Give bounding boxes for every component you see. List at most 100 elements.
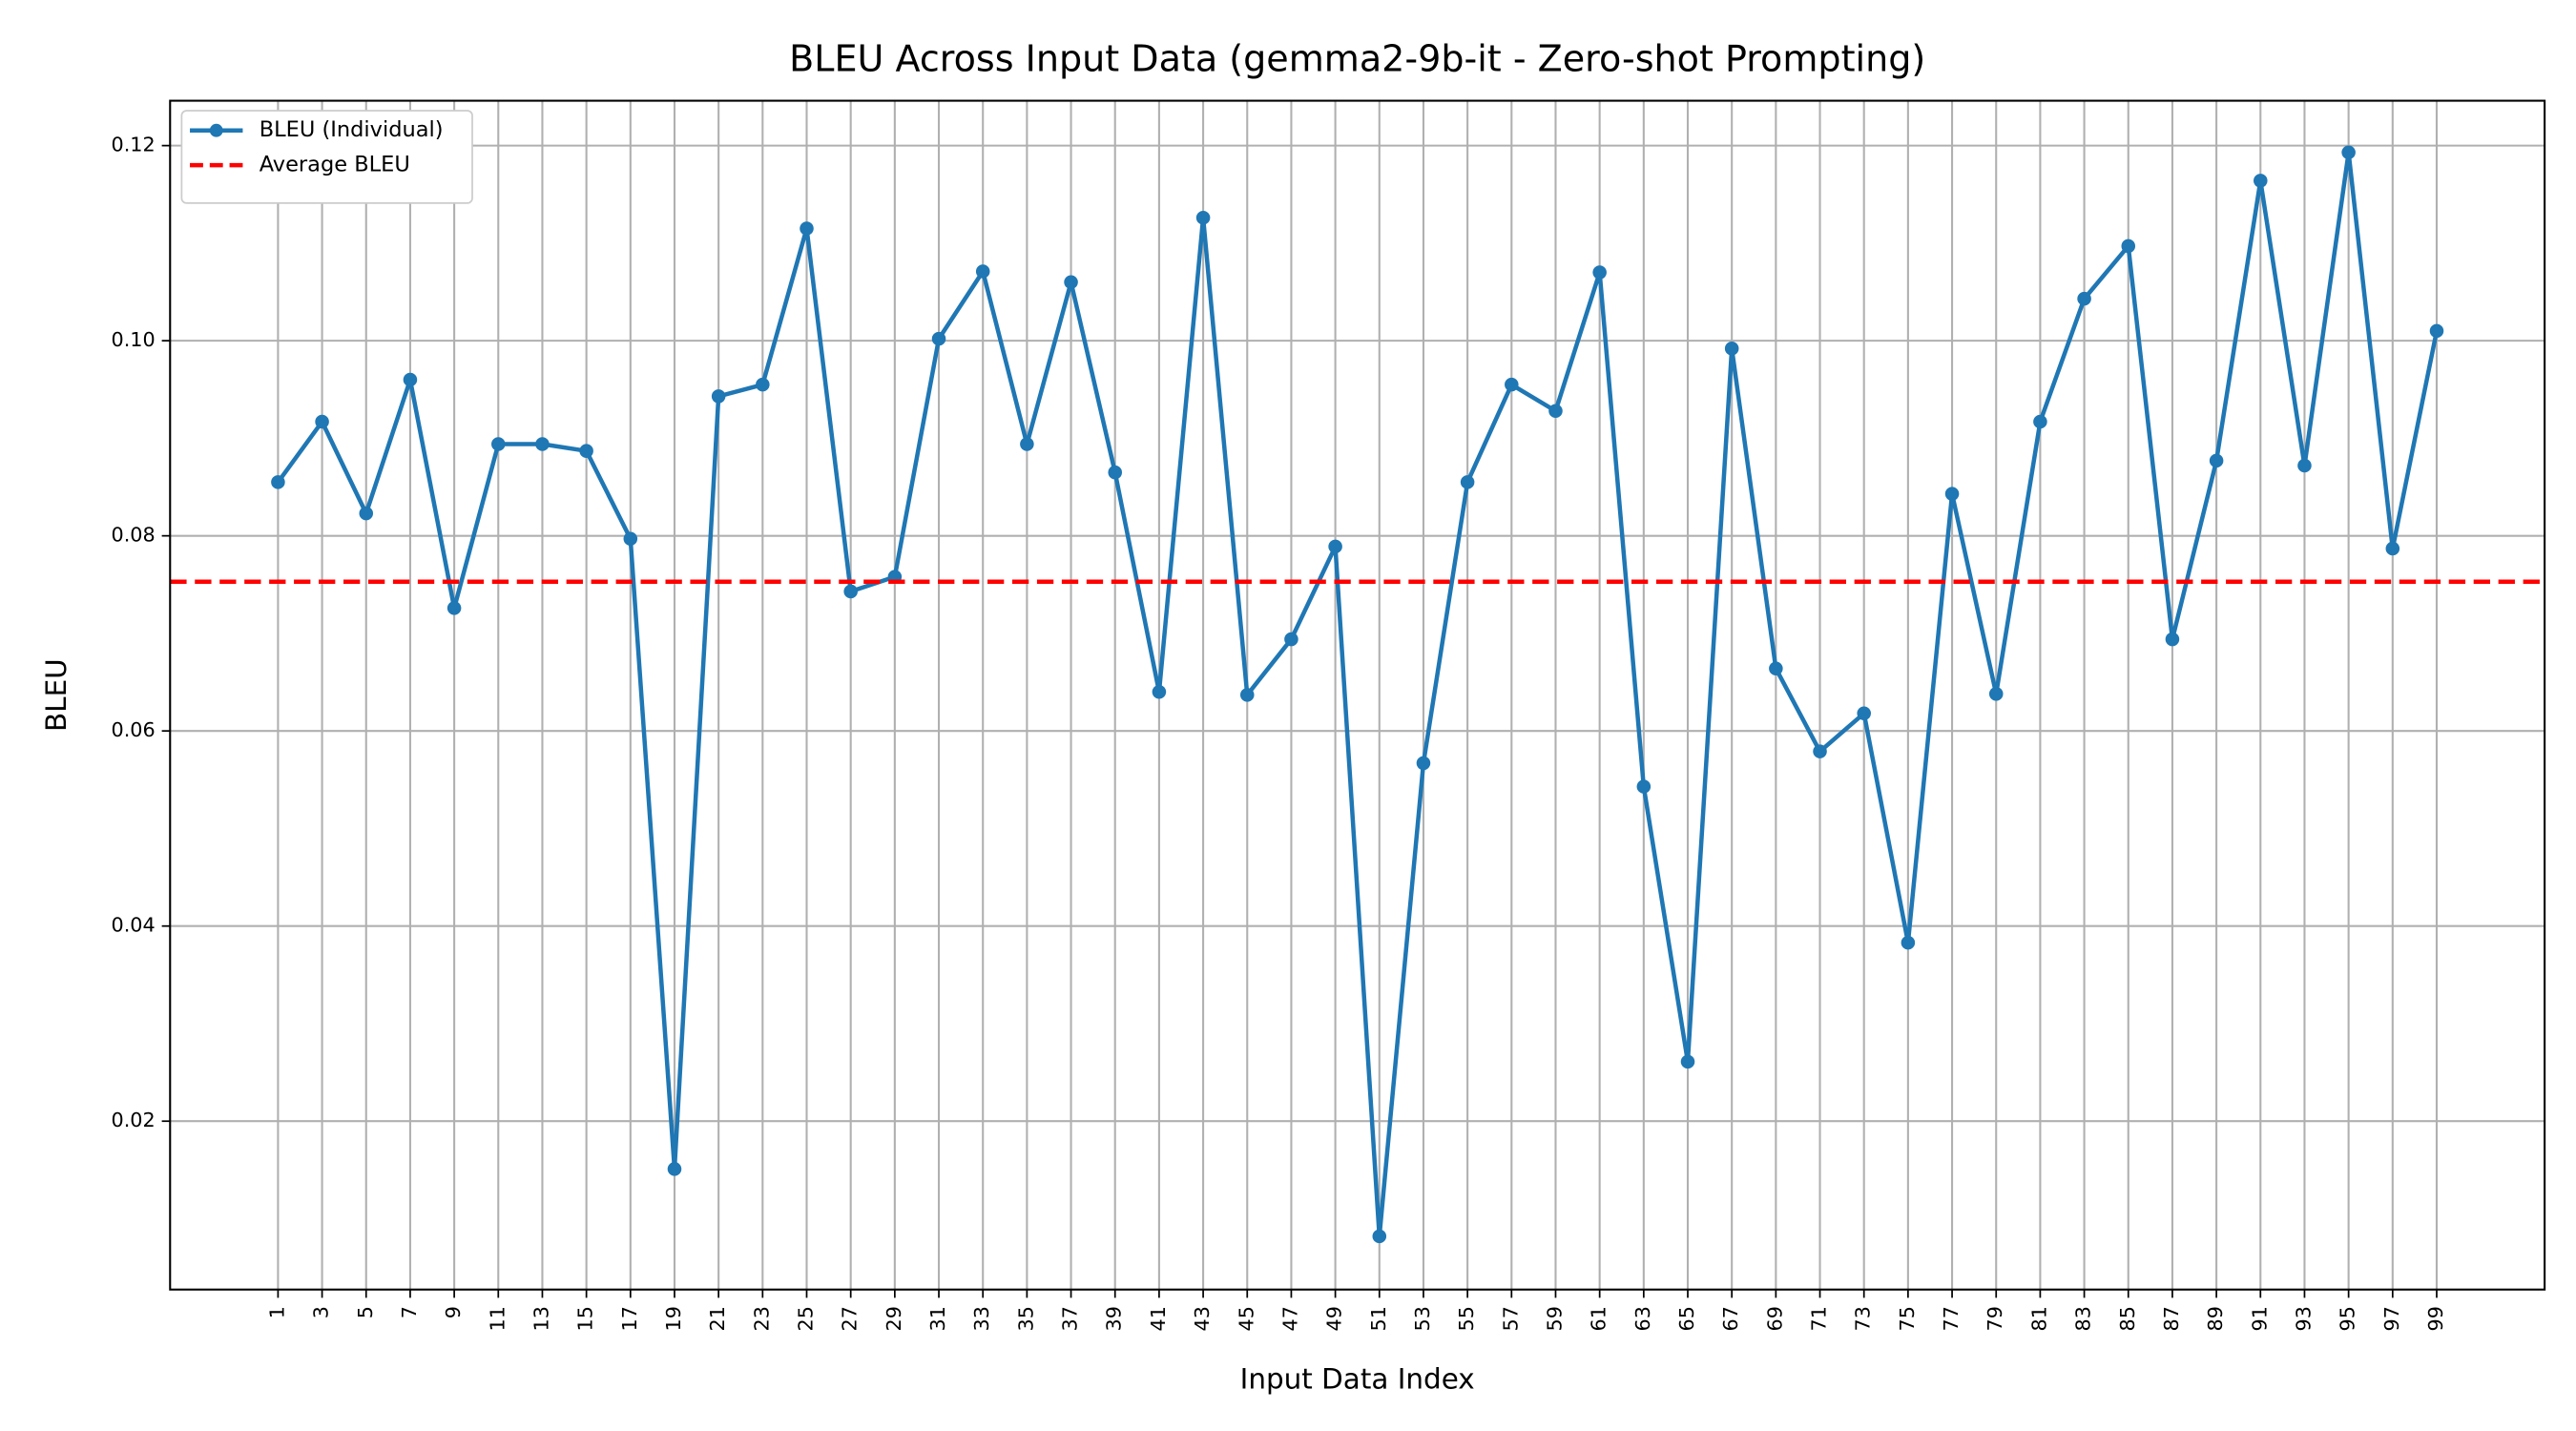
chart-title: BLEU Across Input Data (gemma2-9b-it - Z… bbox=[789, 38, 1925, 80]
data-point bbox=[1505, 377, 1519, 392]
x-tick-label: 5 bbox=[354, 1306, 377, 1318]
x-tick-label: 97 bbox=[2380, 1306, 2403, 1331]
x-tick-label: 9 bbox=[442, 1306, 465, 1318]
x-tick-label: 71 bbox=[1808, 1306, 1831, 1331]
data-point bbox=[1152, 685, 1167, 699]
y-tick-label: 0.08 bbox=[111, 524, 155, 547]
data-point bbox=[1416, 756, 1431, 771]
x-tick-label: 27 bbox=[839, 1306, 862, 1331]
x-tick-label: 29 bbox=[883, 1306, 905, 1331]
data-point bbox=[403, 372, 418, 387]
x-tick-label: 91 bbox=[2248, 1306, 2271, 1331]
x-tick-label: 17 bbox=[618, 1306, 641, 1331]
data-point bbox=[711, 389, 726, 404]
x-tick-label: 65 bbox=[1675, 1306, 1698, 1331]
x-tick-label: 31 bbox=[926, 1306, 949, 1331]
data-point bbox=[1680, 1054, 1695, 1069]
x-tick-label: 87 bbox=[2160, 1306, 2183, 1331]
x-tick-label: 35 bbox=[1014, 1306, 1037, 1331]
x-tick-label: 95 bbox=[2337, 1306, 2359, 1331]
data-point bbox=[667, 1162, 682, 1176]
x-tick-label: 83 bbox=[2072, 1306, 2095, 1331]
data-point bbox=[1548, 404, 1563, 419]
x-tick-label: 75 bbox=[1896, 1306, 1919, 1331]
data-point bbox=[1460, 475, 1475, 489]
data-point bbox=[843, 584, 858, 599]
y-tick-label: 0.04 bbox=[111, 914, 155, 937]
data-point bbox=[2429, 323, 2444, 339]
legend-label: BLEU (Individual) bbox=[260, 117, 444, 142]
y-tick-label: 0.10 bbox=[111, 328, 155, 351]
data-point bbox=[2033, 414, 2047, 429]
x-tick-label: 79 bbox=[1984, 1306, 2006, 1331]
data-point bbox=[2297, 458, 2312, 473]
legend-marker bbox=[209, 123, 223, 137]
y-tick-label: 0.02 bbox=[111, 1109, 155, 1131]
plot-frame bbox=[169, 99, 2546, 1291]
data-point bbox=[2165, 632, 2180, 647]
x-tick-label: 21 bbox=[706, 1306, 729, 1331]
x-tick-label: 25 bbox=[795, 1306, 818, 1331]
data-point bbox=[1239, 688, 1255, 702]
data-point bbox=[2077, 291, 2091, 306]
x-tick-label: 11 bbox=[486, 1306, 509, 1331]
x-tick-label: 7 bbox=[398, 1306, 421, 1318]
data-point bbox=[931, 331, 946, 346]
data-point bbox=[1064, 275, 1078, 290]
x-tick-label: 39 bbox=[1103, 1306, 1126, 1331]
data-point bbox=[756, 377, 770, 392]
data-point bbox=[1636, 779, 1652, 794]
x-tick-label: 93 bbox=[2292, 1306, 2315, 1331]
x-tick-label: 19 bbox=[662, 1306, 685, 1331]
x-tick-label: 45 bbox=[1235, 1306, 1257, 1331]
x-tick-label: 85 bbox=[2116, 1306, 2139, 1331]
data-point bbox=[1988, 687, 2004, 701]
data-point bbox=[1284, 632, 1298, 647]
x-axis-label: Input Data Index bbox=[1240, 1362, 1475, 1395]
x-tick-label: 41 bbox=[1147, 1306, 1170, 1331]
data-point bbox=[2209, 453, 2224, 468]
data-point bbox=[535, 437, 550, 451]
x-tick-label: 77 bbox=[1940, 1306, 1963, 1331]
data-point bbox=[1769, 661, 1783, 676]
x-tick-label: 73 bbox=[1852, 1306, 1875, 1331]
x-tick-label: 15 bbox=[574, 1306, 597, 1331]
data-point bbox=[2254, 174, 2268, 188]
x-tick-label: 1 bbox=[265, 1306, 288, 1318]
data-point bbox=[1944, 487, 1960, 501]
x-tick-label: 99 bbox=[2424, 1306, 2447, 1331]
data-point bbox=[1195, 211, 1211, 225]
data-point bbox=[1020, 437, 1034, 451]
data-point bbox=[2341, 145, 2356, 160]
x-tick-label: 43 bbox=[1191, 1306, 1214, 1331]
data-point bbox=[271, 475, 285, 489]
data-point bbox=[315, 414, 329, 429]
data-point bbox=[1328, 539, 1342, 554]
data-point bbox=[2385, 541, 2400, 556]
y-axis-label: BLEU bbox=[40, 658, 73, 732]
data-point bbox=[1857, 706, 1871, 721]
x-tick-label: 51 bbox=[1367, 1306, 1390, 1331]
data-point bbox=[1108, 465, 1122, 480]
x-tick-label: 49 bbox=[1323, 1306, 1346, 1331]
data-point bbox=[359, 506, 374, 521]
x-tick-label: 67 bbox=[1719, 1306, 1742, 1331]
legend-box bbox=[180, 110, 473, 204]
x-tick-label: 69 bbox=[1763, 1306, 1786, 1331]
x-tick-label: 89 bbox=[2204, 1306, 2227, 1331]
x-tick-label: 63 bbox=[1631, 1306, 1654, 1331]
x-tick-label: 23 bbox=[750, 1306, 773, 1331]
data-line bbox=[276, 150, 2440, 1239]
data-point bbox=[1724, 342, 1739, 356]
data-point bbox=[1372, 1229, 1387, 1244]
data-point bbox=[491, 437, 506, 451]
x-tick-label: 61 bbox=[1588, 1306, 1610, 1331]
x-tick-label: 13 bbox=[530, 1306, 552, 1331]
x-tick-label: 81 bbox=[2027, 1306, 2050, 1331]
data-point bbox=[579, 444, 593, 458]
data-point bbox=[623, 531, 638, 546]
data-point bbox=[1813, 744, 1827, 758]
x-tick-label: 59 bbox=[1543, 1306, 1566, 1331]
